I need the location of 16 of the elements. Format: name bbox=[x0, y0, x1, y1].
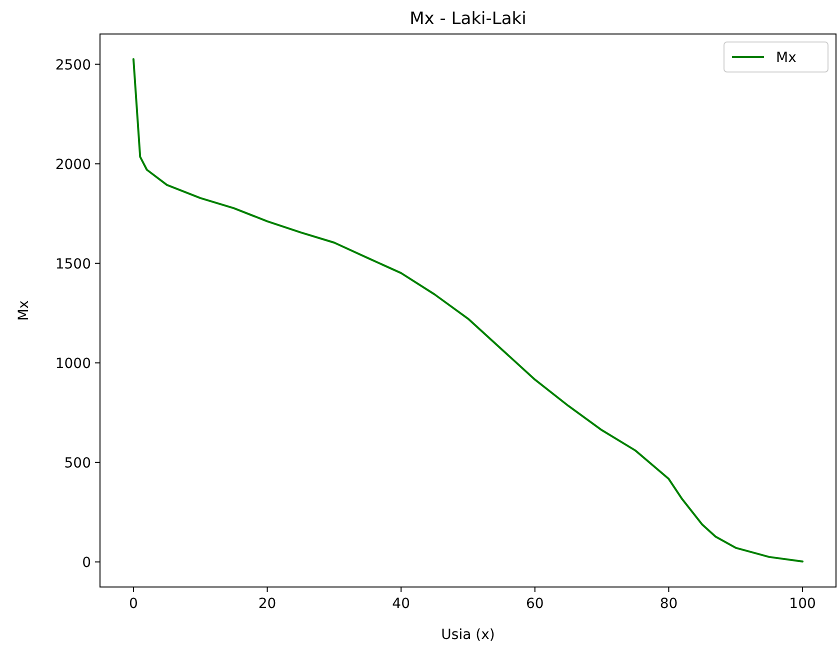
chart-title: Mx - Laki-Laki bbox=[410, 9, 526, 29]
x-tick-label: 40 bbox=[392, 596, 410, 612]
y-tick-label: 2000 bbox=[55, 156, 91, 173]
legend-label: Mx bbox=[776, 50, 796, 66]
x-tick-label: 60 bbox=[526, 596, 544, 612]
y-tick-label: 1000 bbox=[55, 356, 91, 372]
x-tick-label: 20 bbox=[258, 596, 276, 612]
y-tick-label: 0 bbox=[82, 554, 91, 571]
x-tick-label: 100 bbox=[789, 596, 816, 612]
y-tick-label: 500 bbox=[64, 455, 91, 472]
x-tick-label: 0 bbox=[128, 596, 138, 612]
x-axis-title: Usia (x) bbox=[441, 627, 495, 643]
y-tick-label: 1500 bbox=[55, 256, 91, 272]
y-tick-label: 2500 bbox=[55, 57, 91, 74]
x-tick-label: 80 bbox=[660, 596, 678, 612]
y-axis-title: Mx bbox=[16, 300, 32, 321]
